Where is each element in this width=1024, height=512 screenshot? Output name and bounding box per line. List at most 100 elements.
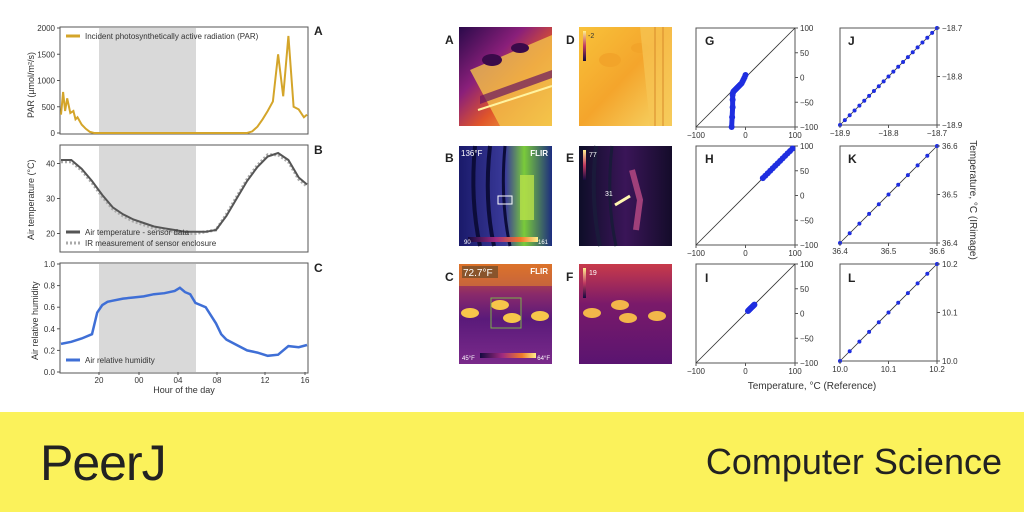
scatter-point: [847, 349, 852, 354]
scatter-point: [886, 310, 891, 315]
section-title: Computer Science: [705, 441, 1002, 482]
x-tick-label: 10.1: [881, 365, 897, 374]
scatter-point: [915, 281, 920, 286]
scatter-point: [857, 221, 862, 226]
y-tick-label: 0: [800, 74, 805, 83]
thermal-e-max: 77: [589, 152, 597, 159]
x-tick-label: 20: [95, 376, 104, 385]
y-tick-label: 1.0: [44, 260, 56, 269]
scatter-panel-g: −100 0 100 100 50 0 −50 −100: [687, 24, 819, 140]
scatter-point: [881, 79, 886, 84]
scatter-point: [876, 202, 881, 207]
scatter-point: [896, 182, 901, 187]
scatter-point: [867, 329, 872, 334]
night-shade-a: [99, 28, 196, 133]
y-tick-label: 20: [46, 230, 55, 239]
y-tick-label: −18.7: [942, 24, 963, 33]
thermal-image-d: [579, 27, 672, 126]
y-tick-label: 0: [51, 129, 56, 138]
x-tick-label: 100: [788, 249, 802, 258]
y-tick-label: 10.2: [942, 260, 958, 269]
scatter-point: [905, 173, 910, 178]
x-tick-label: −100: [687, 367, 706, 376]
temp-legend-label: Air temperature - sensor data: [85, 228, 190, 237]
thermal-b-max: 161: [538, 240, 549, 246]
x-tick-label: 36.4: [832, 247, 848, 256]
y-tick-label: 36.4: [942, 239, 958, 248]
y-tick-label: 50: [800, 285, 809, 294]
x-tick-label: −100: [687, 131, 706, 140]
scatter-point: [857, 103, 862, 108]
y-tick-label: 50: [800, 167, 809, 176]
scatter-y-label: Temperature, °C (IRimage): [967, 140, 978, 260]
thermal-c-top: 72.7°F: [463, 268, 493, 279]
scatter-point: [876, 320, 881, 325]
y-tick-label: 40: [46, 160, 55, 169]
y-tick-label: 0: [800, 310, 805, 319]
panel-label-d: D: [566, 33, 575, 47]
x-tick-label: −18.7: [927, 129, 948, 138]
y-tick-label: 500: [42, 103, 56, 112]
panel-label-b: B: [314, 143, 323, 157]
y-tick-label: 100: [800, 24, 814, 33]
scatter-point: [847, 113, 852, 118]
scatter-point: [896, 300, 901, 305]
par-y-ticks: 0 500 1000 1500 2000: [37, 24, 60, 138]
thermal-f-max: 19: [589, 270, 597, 277]
temp-y-ticks: 20 30 40: [46, 160, 60, 239]
ir-legend-label: IR measurement of sensor enclosure: [85, 239, 217, 248]
ir-line: [61, 153, 308, 235]
y-tick-label: −50: [800, 216, 814, 225]
scatter-point: [857, 339, 862, 344]
humidity-y-ticks: 0.0 0.2 0.4 0.6 0.8 1.0: [44, 260, 60, 377]
y-tick-label: 10.0: [942, 357, 958, 366]
x-tick-label: 12: [261, 376, 270, 385]
scatter-point: [862, 98, 867, 103]
par-legend-label: Incident photosynthetically active radia…: [85, 32, 259, 41]
flir-logo-b: FLIR: [530, 149, 548, 158]
scatter-point: [891, 69, 896, 74]
panel-label-h: H: [705, 152, 714, 166]
peerj-logo[interactable]: PeerJ: [40, 435, 167, 491]
scatter-band: [787, 145, 796, 154]
x-tick-label: 100: [788, 367, 802, 376]
scatter-panel-k: 36.4 36.5 36.6 36.6 36.5 36.4: [832, 142, 958, 256]
y-tick-label: 36.6: [942, 142, 958, 151]
thermal-c-max: 64°F: [537, 356, 550, 362]
thermal-image-e: [579, 145, 672, 247]
temperature-line: [61, 151, 308, 233]
panel-label-e: E: [566, 151, 574, 165]
y-tick-label: −18.8: [942, 73, 963, 82]
scatter-point: [910, 50, 915, 55]
y-tick-label: 100: [800, 142, 814, 151]
y-tick-label: 2000: [37, 24, 55, 33]
identity-line: [695, 263, 796, 364]
y-tick-label: 0.2: [44, 346, 56, 355]
panel-label-c-thermal: C: [445, 270, 454, 284]
scatter-panel-h: −100 0 100 100 50 0 −50 −100: [687, 142, 819, 258]
x-tick-label: 0: [743, 249, 748, 258]
x-tick-label: −100: [687, 249, 706, 258]
scatter-panel-l: 10.0 10.1 10.2 10.2 10.1 10.0: [832, 260, 958, 374]
panel-label-g: G: [705, 34, 714, 48]
y-tick-label: 0.6: [44, 303, 56, 312]
hour-x-label: Hour of the day: [153, 385, 215, 395]
x-tick-label: 08: [213, 376, 222, 385]
panel-label-f: F: [566, 270, 573, 284]
time-series-panels: Incident photosynthetically active radia…: [26, 24, 323, 395]
thermal-d-max: -2: [588, 33, 594, 40]
y-tick-label: 10.1: [942, 309, 958, 318]
y-tick-label: −100: [800, 123, 819, 132]
scatter-point: [915, 163, 920, 168]
thermal-b-min: 90: [464, 240, 471, 246]
flir-logo-c: FLIR: [530, 267, 548, 276]
y-tick-label: 36.5: [942, 191, 958, 200]
par-line: [60, 35, 308, 134]
x-tick-label: 10.0: [832, 365, 848, 374]
scatter-point: [905, 291, 910, 296]
par-series: [60, 35, 308, 134]
thermal-b-top: 136°F: [461, 149, 483, 158]
scatter-point: [871, 89, 876, 94]
thermal-image-f: [579, 264, 672, 364]
